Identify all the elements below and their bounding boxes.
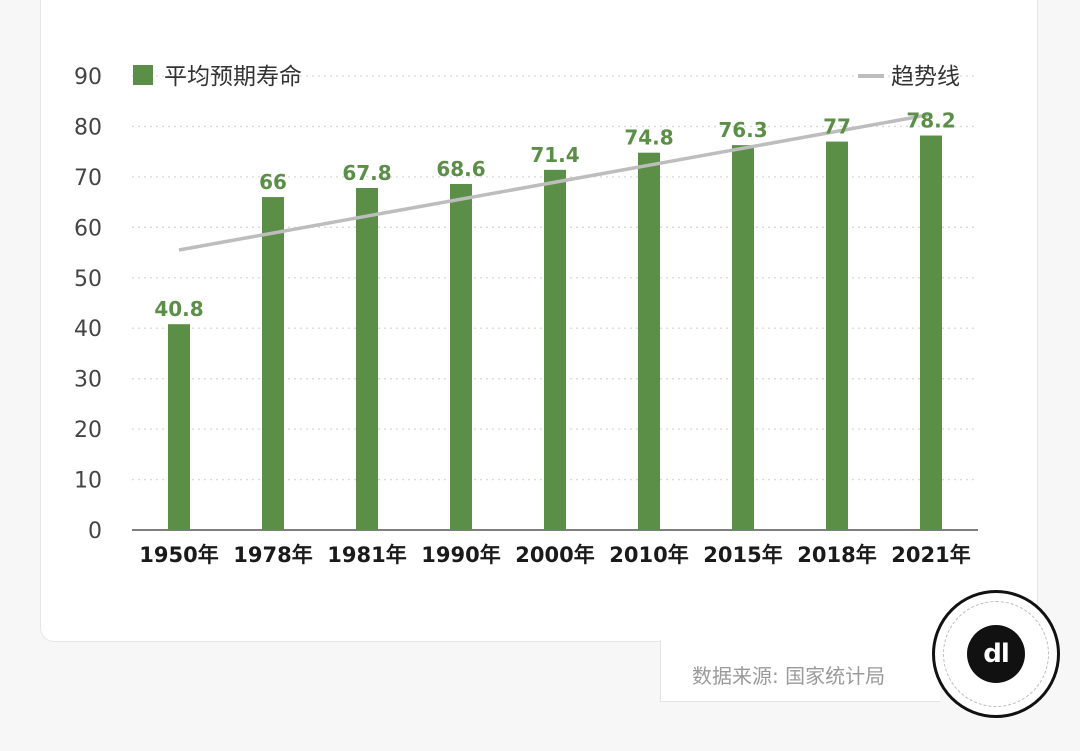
brand-logo-mark: dl (967, 625, 1025, 683)
y-tick-label: 20 (74, 418, 102, 443)
data-label: 77 (823, 115, 851, 139)
legend-label-trend: 趋势线 (891, 64, 960, 90)
bar (168, 324, 190, 530)
y-tick-label: 70 (74, 166, 102, 191)
y-tick-label: 10 (74, 469, 102, 494)
bar (732, 145, 754, 530)
y-tick-label: 50 (74, 267, 102, 292)
y-tick-label: 0 (88, 519, 102, 544)
data-label: 68.6 (436, 157, 485, 181)
legend-label-series: 平均预期寿命 (164, 64, 302, 90)
bar (826, 141, 848, 531)
bar (544, 169, 566, 530)
bar (356, 187, 378, 530)
bar (920, 135, 942, 530)
x-tick-label: 2018年 (797, 543, 876, 567)
source-tab (660, 640, 940, 702)
data-source-note: 数据来源: 国家统计局 (692, 664, 886, 688)
data-label: 40.8 (154, 297, 203, 321)
x-tick-label: 2015年 (703, 543, 782, 567)
x-tick-label: 1990年 (421, 543, 500, 567)
y-tick-label: 30 (74, 368, 102, 393)
data-label: 78.2 (906, 109, 955, 133)
x-tick-label: 1981年 (327, 543, 406, 567)
bar (450, 183, 472, 530)
data-label: 66 (259, 170, 287, 194)
bar (262, 197, 284, 531)
trend-line (178, 112, 932, 252)
data-label: 74.8 (624, 126, 673, 150)
data-label: 71.4 (530, 143, 579, 167)
x-tick-label: 1978年 (233, 543, 312, 567)
chart-card (40, 0, 1038, 642)
x-tick-label: 1950年 (139, 543, 218, 567)
y-tick-label: 80 (74, 115, 102, 140)
data-label: 67.8 (342, 161, 391, 185)
data-label: 76.3 (718, 118, 767, 142)
x-tick-label: 2021年 (891, 543, 970, 567)
x-tick-label: 2010年 (609, 543, 688, 567)
y-tick-label: 60 (74, 216, 102, 241)
y-tick-label: 40 (74, 317, 102, 342)
legend-bar-swatch (133, 65, 153, 85)
brand-logo: dl (932, 590, 1060, 718)
bar (638, 152, 660, 531)
brand-logo-icon: dl (983, 639, 1010, 669)
x-tick-label: 2000年 (515, 543, 594, 567)
y-tick-label: 90 (74, 65, 102, 90)
